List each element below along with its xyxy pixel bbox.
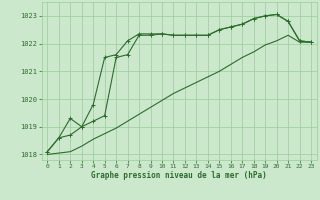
X-axis label: Graphe pression niveau de la mer (hPa): Graphe pression niveau de la mer (hPa) <box>91 171 267 180</box>
